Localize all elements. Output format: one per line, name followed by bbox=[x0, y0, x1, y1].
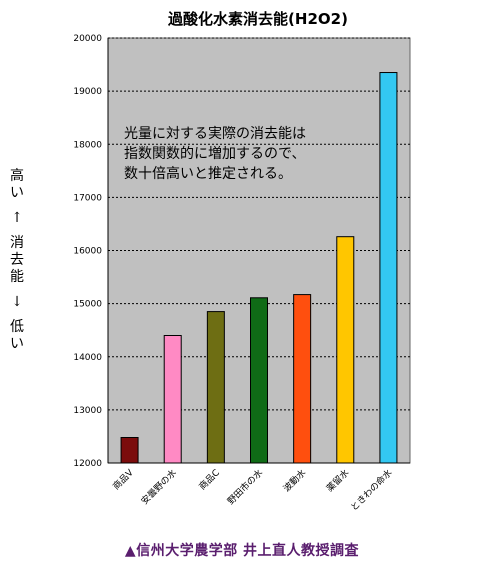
bar bbox=[293, 294, 312, 464]
annotation-line: 光量に対する実際の消去能は bbox=[124, 126, 306, 142]
y-axis-label-char: い bbox=[10, 185, 24, 201]
y-tick-label: 20000 bbox=[73, 34, 102, 44]
source-caption: ▲信州大学農学部 井上直人教授調査 bbox=[124, 543, 360, 559]
y-tick-label: 12000 bbox=[73, 459, 102, 469]
x-category-label: ときわの命水 bbox=[348, 467, 395, 514]
bars bbox=[120, 72, 398, 464]
bar bbox=[336, 236, 355, 464]
annotation-line: 指数関数的に増加するので、 bbox=[124, 146, 305, 162]
bar bbox=[250, 297, 268, 464]
y-axis-label-char: 低 bbox=[10, 319, 24, 335]
y-axis-label-char: い bbox=[10, 336, 24, 352]
y-tick-label: 19000 bbox=[73, 87, 102, 97]
bar bbox=[206, 311, 225, 464]
y-tick-label: 16000 bbox=[73, 247, 102, 257]
bar-chart: 過酸化水素消去能(H2O2) 12000 13000 14000 15000 16000… bbox=[73, 10, 411, 513]
y-tick-label: 18000 bbox=[73, 140, 102, 150]
x-category-label: 薬留水 bbox=[324, 467, 352, 495]
bar bbox=[120, 437, 139, 464]
y-tick-label: 17000 bbox=[73, 193, 102, 203]
y-axis-label: 高い ↑ 消去能 ↓ 低い bbox=[6, 168, 28, 353]
bar bbox=[163, 335, 182, 464]
annotation-line: 数十倍高いと推定される。 bbox=[124, 165, 292, 182]
y-axis-label-char: ↓ bbox=[11, 294, 23, 310]
y-tick-label: 15000 bbox=[73, 300, 102, 310]
x-category-label: 野田市の水 bbox=[225, 467, 265, 507]
y-axis-label-char: 消 bbox=[10, 235, 24, 251]
y-axis-label-char: 高 bbox=[10, 168, 24, 184]
chart-title: 過酸化水素消去能(H2O2) bbox=[167, 10, 348, 28]
y-tick-label: 14000 bbox=[73, 353, 102, 363]
x-category-label: 安曇野の水 bbox=[139, 467, 179, 507]
y-axis-label-char: 去 bbox=[10, 252, 24, 268]
y-axis-ticks: 12000 13000 14000 15000 16000 17000 18000 19000… bbox=[73, 34, 102, 469]
y-axis-label-char: ↑ bbox=[11, 210, 23, 226]
y-tick-label: 13000 bbox=[73, 406, 102, 416]
y-axis-label-char: 能 bbox=[10, 269, 24, 285]
x-category-label: 商品V bbox=[110, 466, 136, 492]
bar bbox=[379, 72, 398, 464]
x-category-label: 波動水 bbox=[281, 467, 309, 495]
x-category-label: 商品C bbox=[196, 467, 222, 493]
